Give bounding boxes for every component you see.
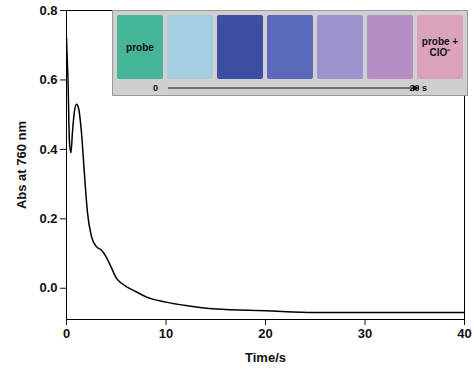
svg-text:0.6: 0.6	[39, 72, 57, 87]
svg-text:20: 20	[258, 326, 272, 341]
svg-text:10: 10	[159, 326, 173, 341]
svg-text:0.8: 0.8	[39, 3, 57, 18]
svg-text:40: 40	[457, 326, 471, 341]
html-text:20 s: 20 s	[409, 83, 427, 93]
html-text:0: 0	[153, 83, 158, 93]
svg-text:Time/s: Time/s	[245, 350, 286, 365]
svg-text:30: 30	[358, 326, 372, 341]
html-text:probe + ClO⁻: probe + ClO⁻	[421, 36, 459, 58]
svg-text:Abs at 760 nm: Abs at 760 nm	[14, 121, 29, 209]
svg-text:0: 0	[63, 326, 70, 341]
svg-text:0.4: 0.4	[39, 142, 58, 157]
svg-text:0.0: 0.0	[39, 280, 57, 295]
svg-text:0.2: 0.2	[39, 211, 57, 226]
html-text:probe: probe	[126, 41, 154, 53]
